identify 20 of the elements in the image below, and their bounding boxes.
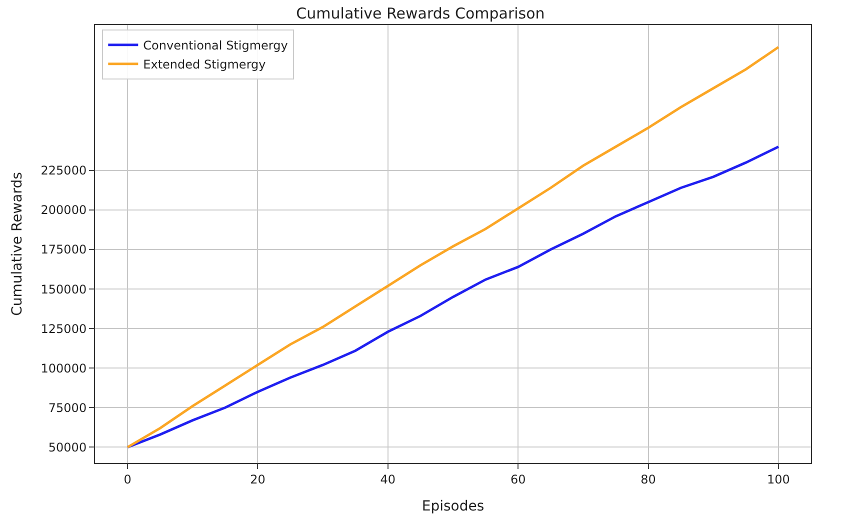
legend-label: Conventional Stigmergy [143, 38, 288, 53]
x-tick-label: 80 [640, 472, 656, 486]
y-tick-label: 175000 [40, 242, 87, 257]
x-tick-label: 20 [250, 472, 266, 486]
x-tick-label: 40 [380, 472, 396, 486]
legend-label: Extended Stigmergy [143, 58, 266, 72]
y-tick-label: 75000 [48, 400, 87, 415]
y-tick-label: 125000 [40, 322, 87, 336]
y-tick-label: 200000 [40, 203, 87, 218]
y-tick-label: 150000 [40, 282, 87, 296]
x-tick-label: 0 [124, 472, 132, 486]
y-tick-label: 225000 [40, 164, 87, 178]
x-axis-title: Episodes [422, 498, 484, 515]
x-tick-label: 100 [766, 472, 790, 486]
y-tick-label: 50000 [48, 440, 87, 454]
y-tick-label: 100000 [40, 361, 87, 376]
y-axis-title: Cumulative Rewards [9, 172, 26, 316]
chart-title: Cumulative Rewards Comparison [296, 4, 545, 22]
line-series [126, 146, 780, 448]
x-tick-label: 60 [510, 472, 526, 486]
